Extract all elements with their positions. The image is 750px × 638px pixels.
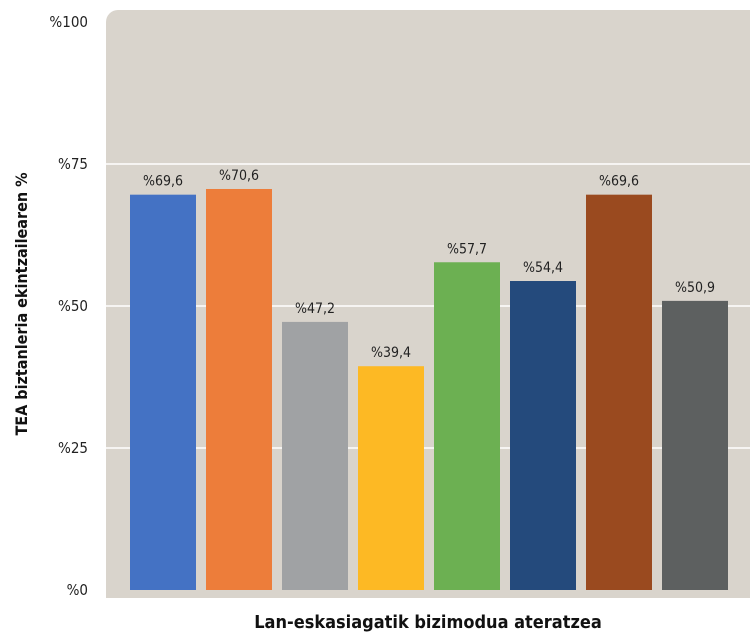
bar xyxy=(434,262,500,590)
bar xyxy=(586,194,652,590)
bar-value-label: %70,6 xyxy=(219,168,259,184)
bars: %69,6 %70,6 %47,2 %39,4 %57,7 %54,4 %69,6 %50,9 xyxy=(130,168,728,590)
y-axis-label: TEA biztanleria ekintzailearen % xyxy=(12,172,31,435)
bar xyxy=(358,366,424,590)
bar-value-label: %54,4 xyxy=(523,260,563,276)
y-tick-label: %100 xyxy=(49,13,88,31)
y-tick-label: %75 xyxy=(58,155,88,173)
bar xyxy=(282,321,348,590)
bar-value-label: %57,7 xyxy=(447,241,487,257)
bar xyxy=(510,281,576,590)
y-tick-label: %50 xyxy=(58,297,88,315)
y-tick-label: %25 xyxy=(58,439,88,457)
bar-value-label: %69,6 xyxy=(599,174,639,190)
plot-area xyxy=(106,10,750,598)
bar-value-label: %50,9 xyxy=(675,280,715,296)
bar-value-label: %39,4 xyxy=(371,345,411,361)
bar xyxy=(662,300,728,590)
bar-value-label: %47,2 xyxy=(295,301,335,317)
bar xyxy=(206,188,272,590)
bar-value-label: %69,6 xyxy=(143,174,183,190)
bar xyxy=(130,194,196,590)
y-ticks: %0 %25 %50 %75 %100 xyxy=(49,13,88,599)
x-axis-label: Lan-eskasiagatik bizimodua ateratzea xyxy=(254,612,602,633)
y-tick-label: %0 xyxy=(67,581,88,599)
